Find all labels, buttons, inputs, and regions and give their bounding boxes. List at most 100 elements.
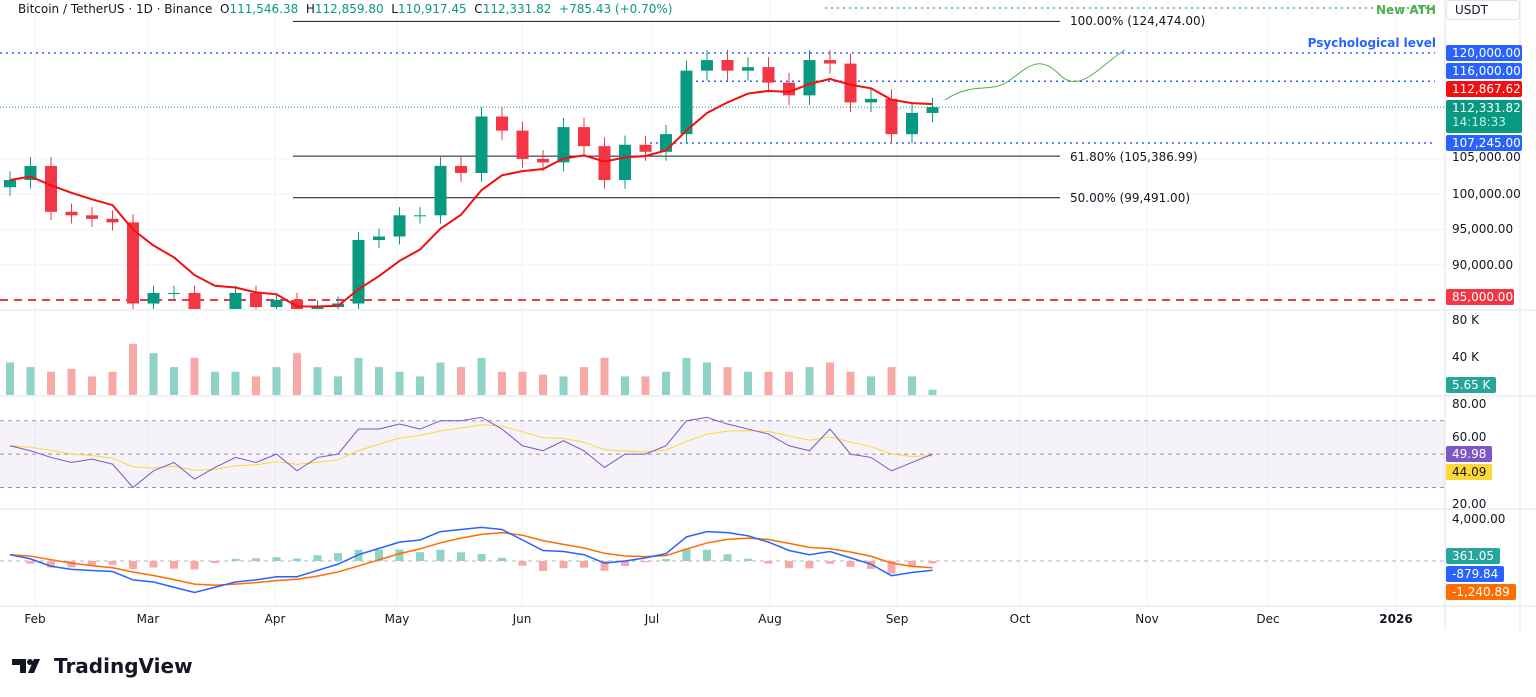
candle [209,318,221,329]
candle [475,116,488,173]
psych-note: Psychological level [1307,36,1436,50]
volume-bar [662,371,670,395]
volume-bar [293,353,301,395]
candle [516,130,529,159]
volume-bar [764,371,773,395]
level-116k-tag: 116,000.00 [1446,63,1522,79]
candle [557,127,570,163]
candle [803,60,816,96]
macd-histogram-bar [211,561,219,564]
candle [680,70,693,135]
volume-bar [108,371,117,395]
level-107k-tag: 107,245.00 [1446,135,1522,151]
candle [86,215,98,219]
macd-histogram-bar [785,561,793,569]
candle [701,60,713,71]
candle [844,63,857,103]
candle [434,165,447,216]
volume-bar [559,376,568,395]
macd-histogram-bar [108,561,117,565]
macd-histogram-bar [149,561,158,568]
volume-bar [88,376,96,395]
volume-bar [67,368,76,395]
macd-histogram-bar [518,561,527,566]
volume-bar [580,367,588,395]
volume-bar [190,357,199,395]
macd-histogram-bar [293,558,301,561]
candle [4,180,16,188]
volume-bar [457,367,465,395]
volume-bar [272,367,281,395]
candle [885,98,898,135]
volume-bar [600,357,609,395]
volume-bar [252,376,260,395]
volume-bar [313,367,322,395]
volume-bar [375,367,383,395]
candle [65,211,78,216]
time-tick: May [384,612,410,626]
volume-bar [826,362,834,395]
signal-tag: -1,240.89 [1446,584,1516,600]
currency-selector[interactable]: USDT [1446,0,1520,20]
macd-line [9,526,933,594]
candle [352,240,365,304]
volume-bar [641,376,650,395]
volume-bar [805,367,814,395]
chart-canvas[interactable] [0,0,1536,640]
macd-histogram-bar [600,561,609,571]
macd-tag: -879.84 [1446,566,1505,582]
candle [598,146,611,181]
macd-histogram-bar [826,561,834,564]
candle [311,307,324,309]
macd-histogram-bar [559,561,568,569]
macd-histogram-bar [88,561,96,566]
ath-note: New ATH [1375,3,1436,17]
candle [250,292,262,308]
candle [906,112,918,135]
volume-tick: 80 K [1452,313,1479,327]
time-tick: Mar [136,612,160,626]
volume-bar [6,362,14,395]
candle [414,215,426,217]
volume-bar [354,357,363,395]
macd-histogram-bar [477,554,486,561]
volume-bar [477,357,486,395]
macd-histogram-bar [539,561,547,571]
time-tick: Oct [1009,612,1031,626]
macd-histogram-bar [682,548,691,561]
candle [147,292,160,304]
macd-histogram-bar [457,552,465,561]
rsi-line [9,416,933,489]
time-tick: Jun [512,612,532,626]
macd-histogram-bar [231,558,240,561]
candle [270,300,283,308]
volume-bar [682,357,691,395]
candle [824,60,836,64]
volume-bar [149,353,158,395]
macd-histogram-bar [744,558,752,561]
candle [127,222,139,304]
macd-histogram-bar [908,561,916,568]
macd-histogram-bar [313,555,322,561]
tradingview-logo[interactable]: TradingView [12,654,193,678]
rsi-tag: 49.98 [1446,446,1493,462]
time-tick: Sep [885,612,909,626]
level-120k-tag: 120,000.00 [1446,45,1522,61]
macd-histogram-bar [26,561,35,564]
volume-bar [846,371,855,395]
volume-bar [867,376,875,395]
volume-bar [231,371,240,395]
time-tick: 2026 [1379,612,1413,626]
signal-line [9,531,933,586]
macd-hist-tag: 361.05 [1446,548,1500,564]
time-tick: Feb [24,612,46,626]
volume-bar [928,389,937,395]
level-85k-tag: 85,000.00 [1446,289,1514,305]
volume-bar [498,371,506,395]
volume-bar [47,371,55,395]
volume-bar [170,367,178,395]
candle [373,236,385,241]
time-tick: Aug [758,612,782,626]
volume-bar [518,371,527,395]
candle [639,144,652,152]
